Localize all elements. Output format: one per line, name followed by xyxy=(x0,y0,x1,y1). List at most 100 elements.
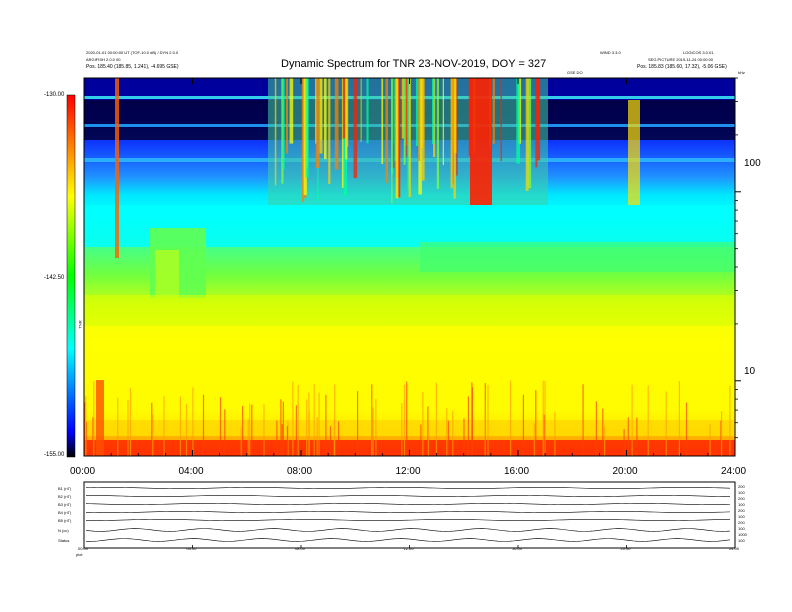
info-left-2: ARGIFISH 2.0.0 00 xyxy=(86,57,121,62)
low-frequency-streak xyxy=(446,408,448,456)
low-frequency-streak xyxy=(338,421,340,456)
burst-streak xyxy=(301,78,305,202)
burst-streak xyxy=(281,78,284,184)
colorbar-unit: TNR xyxy=(77,320,83,329)
low-frequency-streak xyxy=(127,399,129,456)
bottom-row-label: B4 (nT) xyxy=(58,510,72,515)
bottom-trace xyxy=(85,502,731,506)
bottom-trace xyxy=(85,494,731,498)
burst-streak xyxy=(315,78,320,168)
burst-streak xyxy=(328,78,331,184)
x-tick-label: 12:00 xyxy=(395,466,421,477)
x-tick-label: 04:00 xyxy=(178,466,204,477)
burst-streak xyxy=(436,78,439,189)
burst-streak xyxy=(537,78,541,161)
bottom-right-tick: 1000 xyxy=(738,532,747,537)
low-frequency-streak xyxy=(240,427,242,456)
low-frequency-streak xyxy=(316,417,318,456)
burst-streak xyxy=(452,78,454,184)
low-frequency-streak xyxy=(85,395,87,456)
bottom-right-tick: 200 xyxy=(738,520,745,525)
bottom-right-tick: 200 xyxy=(738,484,745,489)
burst-streak xyxy=(385,78,389,183)
burst-streak xyxy=(453,78,456,199)
bottom-row-label: B5 (nT) xyxy=(58,518,72,523)
low-frequency-streak xyxy=(403,384,406,456)
bottom-panel-traces xyxy=(83,486,736,548)
burst-streak xyxy=(366,78,369,144)
bottom-x-tick-label: 20:00 xyxy=(620,546,631,551)
low-frequency-streak xyxy=(329,426,332,456)
bottom-trace xyxy=(85,510,731,514)
bottom-trace xyxy=(85,486,731,490)
burst-streak xyxy=(289,78,294,144)
low-frequency-streak xyxy=(297,385,299,456)
low-frequency-streak xyxy=(406,381,408,456)
low-frequency-streak xyxy=(729,385,731,456)
x-tick-label: 20:00 xyxy=(612,466,638,477)
info-right-3: SEG.PICTURE 2019-11-24 00:00:00 xyxy=(648,57,714,62)
low-frequency-streak xyxy=(333,419,335,456)
burst-streak xyxy=(391,78,393,204)
low-frequency-streak xyxy=(510,380,512,456)
bottom-row-label: N (cc) xyxy=(58,528,69,533)
burst-streak xyxy=(360,78,362,143)
burst-streak xyxy=(432,78,435,144)
burst-streak xyxy=(303,78,307,195)
low-frequency-streak xyxy=(463,418,465,456)
low-frequency-streak xyxy=(192,387,194,456)
low-frequency-streak xyxy=(318,392,320,456)
burst-streak xyxy=(305,78,309,178)
low-frequency-streak xyxy=(375,399,377,456)
burst-streak xyxy=(334,78,339,170)
low-frequency-streak xyxy=(163,396,165,456)
low-frequency-streak xyxy=(602,408,604,456)
burst-streak xyxy=(516,78,521,164)
burst-streak xyxy=(418,78,421,162)
burst-streak xyxy=(525,78,529,191)
burst-streak xyxy=(342,78,347,139)
low-frequency-streak xyxy=(595,401,597,456)
burst-streak xyxy=(406,78,408,157)
bottom-trace xyxy=(86,518,731,522)
low-frequency-streak xyxy=(544,380,546,456)
low-frequency-streak xyxy=(623,429,625,456)
chart-title: Dynamic Spectrum for TNR 23-NOV-2019, DO… xyxy=(281,58,547,70)
burst-streak xyxy=(285,78,288,154)
bottom-x-tick-label: 08:00 xyxy=(295,546,306,551)
bottom-right-tick: 100 xyxy=(738,490,745,495)
bottom-panel-frame xyxy=(83,481,736,549)
bottom-right-tick: 200 xyxy=(738,508,745,513)
burst-streak xyxy=(456,78,458,176)
burst-streak xyxy=(527,78,532,189)
low-frequency-streak xyxy=(179,396,181,456)
bottom-row-label: B3 (nT) xyxy=(58,502,72,507)
low-frequency-streak xyxy=(202,394,205,456)
burst-streak xyxy=(403,78,406,165)
low-frequency-streak xyxy=(85,422,88,456)
low-frequency-streak xyxy=(420,424,422,456)
low-frequency-streak xyxy=(224,409,226,456)
burst-streak xyxy=(324,78,327,160)
x-tick-label: 08:00 xyxy=(287,466,313,477)
bottom-right-tick: 100 xyxy=(738,502,745,507)
burst-streak xyxy=(381,78,384,165)
bottom-right-tick: 100 xyxy=(738,538,745,543)
burst-streak xyxy=(353,78,358,179)
low-frequency-streak xyxy=(280,399,282,456)
low-frequency-streak xyxy=(543,414,545,456)
bottom-trace xyxy=(85,538,731,542)
low-frequency-streak xyxy=(306,399,308,456)
low-frequency-streak xyxy=(151,402,153,456)
bottom-trace xyxy=(85,528,731,532)
bottom-x-tick-label: 00:00 xyxy=(78,546,89,551)
low-frequency-streak xyxy=(720,420,722,456)
position-left: Pos. 185.40 (185.85, 1.241), -4.695 GSE) xyxy=(86,64,179,70)
low-frequency-streak xyxy=(251,404,253,456)
low-frequency-streak xyxy=(129,388,132,456)
low-frequency-streak xyxy=(372,407,374,456)
burst-streak xyxy=(415,78,419,147)
info-right-1: WIND 3.3.0 xyxy=(600,50,621,55)
low-frequency-streak xyxy=(92,417,94,456)
